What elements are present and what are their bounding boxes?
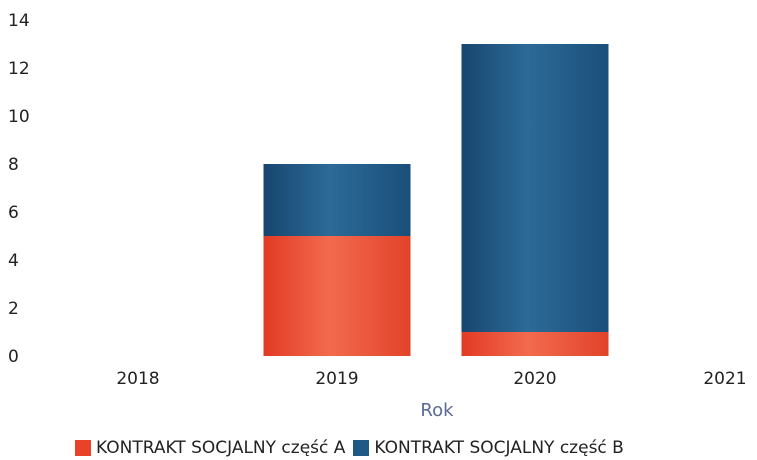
y-tick-label: 6 [8, 203, 19, 223]
legend-item: KONTRAKT SOCJALNY część A [75, 438, 345, 458]
x-axis-title: Rok [420, 400, 454, 421]
y-tick-label: 12 [8, 59, 30, 79]
y-tick-label: 0 [8, 347, 19, 367]
legend-item: KONTRAKT SOCJALNY część B [353, 438, 624, 458]
x-tick-label: 2018 [116, 369, 159, 389]
chart: 0 2 4 6 8 10 12 14 2018 2019 2020 2021 Rok [8, 11, 747, 421]
bar-2020-czesc-a [461, 332, 609, 356]
legend-label: KONTRAKT SOCJALNY część B [374, 438, 624, 458]
x-tick-label: 2021 [703, 369, 746, 389]
bar-2019-czesc-a [263, 236, 411, 356]
y-tick-label: 2 [8, 299, 19, 319]
legend: KONTRAKT SOCJALNY część A KONTRAKT SOCJAL… [75, 436, 624, 460]
x-tick-label: 2019 [315, 369, 358, 389]
y-tick-label: 14 [8, 11, 30, 31]
legend-label: KONTRAKT SOCJALNY część A [96, 438, 346, 458]
bar-2019-czesc-b [263, 164, 411, 236]
y-tick-label: 8 [8, 155, 19, 175]
y-axis: 0 2 4 6 8 10 12 14 [8, 11, 30, 367]
legend-swatch [75, 440, 91, 456]
y-tick-label: 10 [8, 107, 30, 127]
y-tick-label: 4 [8, 251, 19, 271]
bar-2020-czesc-b [461, 44, 609, 332]
legend-swatch [353, 440, 370, 456]
x-axis: 2018 2019 2020 2021 [116, 369, 746, 389]
x-tick-label: 2020 [513, 369, 556, 389]
bars [263, 44, 609, 356]
